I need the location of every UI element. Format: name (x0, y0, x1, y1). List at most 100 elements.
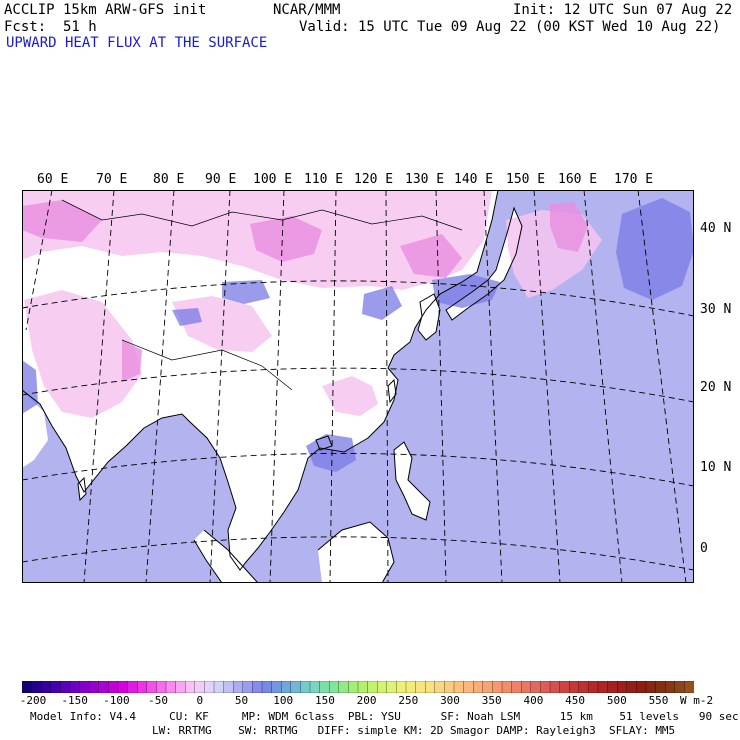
sumatra-land (194, 530, 258, 583)
colorbar-swatch (271, 681, 282, 693)
valid-time: Valid: 15 UTC Tue 09 Aug 22 (00 KST Wed … (299, 19, 721, 35)
lon-label: 100 E (253, 172, 293, 187)
colorbar-swatch (597, 681, 609, 693)
colorbar-swatch (655, 681, 666, 693)
colorbar-swatch (89, 681, 100, 693)
colorbar-swatch (482, 681, 493, 693)
lat-label: 30 N (700, 302, 732, 317)
colorbar-tick-label: 450 (565, 694, 586, 707)
colorbar-tick-label: -100 (103, 694, 130, 707)
colorbar-swatch (300, 681, 311, 693)
colorbar-swatch (425, 681, 436, 693)
lon-label: 150 E (506, 172, 546, 187)
colorbar-swatch (645, 681, 657, 693)
lon-label: 140 E (454, 172, 494, 187)
colorbar-swatch (357, 681, 369, 693)
colorbar-swatch (69, 681, 81, 693)
colorbar-swatch (415, 681, 426, 693)
colorbar-swatch (405, 681, 417, 693)
colorbar (22, 681, 694, 693)
colorbar-swatch (319, 681, 330, 693)
lat-label: 10 N (700, 460, 732, 475)
lon-label: 110 E (304, 172, 344, 187)
org-label: NCAR/MMM (273, 2, 341, 18)
korea-land (418, 294, 440, 340)
coastlines (22, 190, 523, 583)
colorbar-tick-label: 0 (196, 694, 204, 707)
colorbar-swatch (233, 681, 244, 693)
colorbar-tick-label: 150 (314, 694, 335, 707)
colorbar-swatch (434, 681, 445, 693)
colorbar-tick-label: 300 (440, 694, 460, 707)
colorbar-swatch (492, 681, 503, 693)
colorbar-swatch (338, 681, 349, 693)
colorbar-swatch (185, 681, 196, 693)
colorbar-swatch (50, 681, 61, 693)
colorbar-tick-label: 50 (234, 694, 249, 707)
colorbar-swatch (41, 681, 52, 693)
colorbar-swatch (204, 681, 215, 693)
forecast-label: Fcst: (4, 19, 47, 35)
lon-label: 170 E (614, 172, 654, 187)
colorbar-swatch (156, 681, 167, 693)
philippines-land (394, 442, 430, 520)
colorbar-swatch (569, 681, 580, 693)
colorbar-swatch (530, 681, 541, 693)
colorbar-swatch (108, 681, 119, 693)
colorbar-swatch (175, 681, 186, 693)
init-time: Init: 12 UTC Sun 07 Aug 22 (513, 2, 733, 18)
lon-label: 60 E (37, 172, 69, 187)
colorbar-swatch (684, 681, 694, 693)
colorbar-tick-label: 250 (398, 694, 419, 707)
colorbar-swatch (367, 681, 378, 693)
positive-flux-regions (22, 198, 694, 472)
colorbar-swatch (549, 681, 561, 693)
lon-label: 160 E (558, 172, 598, 187)
colorbar-swatch (377, 681, 388, 693)
colorbar-swatch (511, 681, 522, 693)
colorbar-tick-label: 550 (648, 694, 669, 707)
lon-label: 120 E (354, 172, 394, 187)
lat-label: 0 (700, 541, 708, 556)
colorbar-swatch (223, 681, 234, 693)
colorbar-swatch (60, 681, 71, 693)
colorbar-swatch (463, 681, 474, 693)
colorbar-swatch (137, 681, 148, 693)
lon-label: 90 E (205, 172, 237, 187)
colorbar-tick-label: -200 (19, 694, 47, 707)
colorbar-swatch (22, 681, 33, 693)
colorbar-swatch (473, 681, 484, 693)
colorbar-swatch (665, 681, 676, 693)
lat-label: 20 N (700, 380, 732, 395)
colorbar-swatch (559, 681, 570, 693)
colorbar-swatch (309, 681, 321, 693)
colorbar-swatch (636, 681, 647, 693)
colorbar-swatch (444, 681, 455, 693)
colorbar-swatch (290, 681, 301, 693)
colorbar-tick-label: -150 (61, 694, 88, 707)
colorbar-swatch (578, 681, 589, 693)
colorbar-swatch (607, 681, 618, 693)
colorbar-tick-label: 400 (523, 694, 544, 707)
colorbar-swatch (626, 681, 637, 693)
forecast-hour: 51 h (63, 19, 97, 35)
colorbar-swatch (194, 681, 205, 693)
model-title: ACCLIP 15km ARW-GFS init (4, 2, 207, 18)
strong-negative-flux-regions (22, 200, 588, 382)
colorbar-tick-label: 350 (481, 694, 502, 707)
colorbar-swatch (146, 681, 157, 693)
colorbar-swatch (31, 681, 42, 693)
colorbar-swatch (98, 681, 109, 693)
colorbar-tick-label: -50 (148, 694, 169, 707)
colorbar-swatch (396, 681, 407, 693)
lon-label: 80 E (153, 172, 185, 187)
model-info-line-2: LW: RRTMG SW: RRTMG DIFF: simple KM: 2D … (152, 724, 676, 737)
model-info-line-1: Model Info: V4.4 CU: KF MP: WDM 6class P… (30, 710, 739, 723)
colorbar-swatch (540, 681, 551, 693)
colorbar-swatch (252, 681, 263, 693)
colorbar-swatch (261, 681, 273, 693)
colorbar-swatch (453, 681, 465, 693)
colorbar-swatch (386, 681, 397, 693)
heat-flux-map (22, 190, 694, 583)
colorbar-tick-label: 500 (606, 694, 627, 707)
